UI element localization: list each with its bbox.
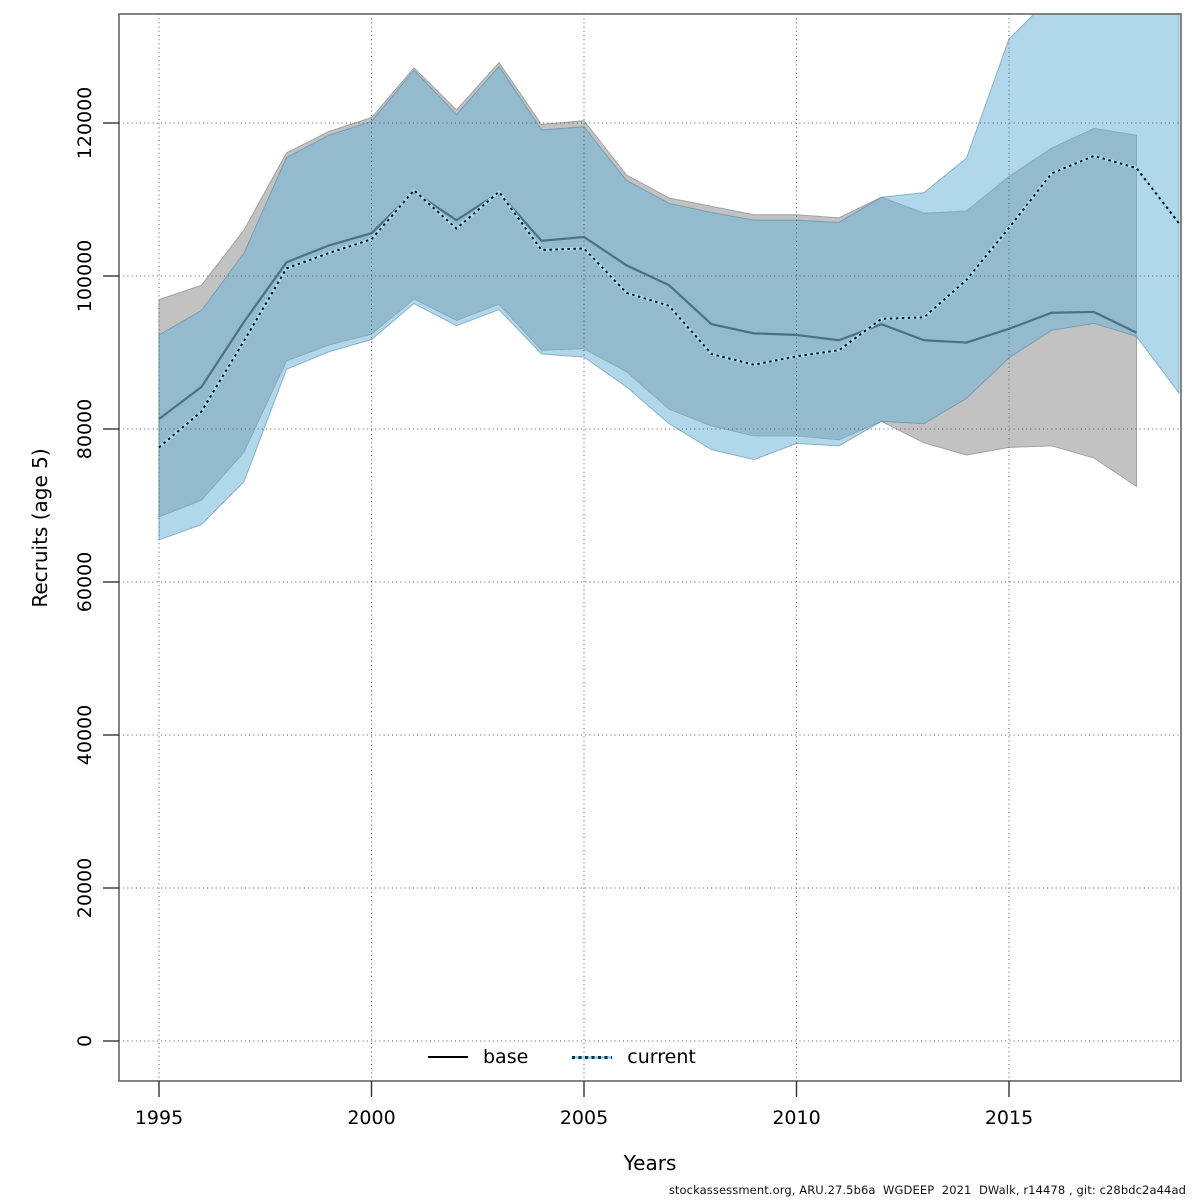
legend-label-current: current — [627, 1046, 696, 1068]
current-line — [158, 154, 1180, 449]
x-axis-title: Years — [623, 1151, 677, 1175]
x-tick-label: 2010 — [772, 1107, 820, 1129]
current-confidence-band — [158, 14, 1180, 541]
y-axis-title: Recruits (age 5) — [28, 448, 52, 608]
x-tick-label: 2000 — [347, 1107, 395, 1129]
legend-label-base: base — [483, 1046, 529, 1068]
x-tick-label: 2005 — [560, 1107, 608, 1129]
legend: base current — [428, 1044, 696, 1070]
x-tick-label: 1995 — [135, 1107, 183, 1129]
axis-ticks — [103, 122, 1010, 1097]
gridlines — [119, 14, 1181, 1081]
y-tick-label: 40000 — [74, 705, 96, 765]
x-tick-label: 2015 — [985, 1107, 1033, 1129]
plot-area — [158, 14, 1180, 541]
y-tick-label: 100000 — [74, 240, 96, 313]
y-tick-label: 20000 — [74, 858, 96, 918]
plot-border — [118, 13, 1182, 1082]
y-tick-label: 0 — [74, 1035, 96, 1047]
y-tick-label: 120000 — [74, 87, 96, 160]
base-line-swatch-icon — [428, 1055, 468, 1059]
footer-attribution: stockassessment.org, ARU.27.5b6a WGDEEP … — [668, 1183, 1186, 1197]
y-tick-label: 80000 — [74, 399, 96, 459]
y-tick-label: 60000 — [74, 552, 96, 612]
legend-item-current: current — [572, 1046, 696, 1068]
current-line-swatch-icon — [572, 1055, 613, 1059]
legend-item-base: base — [428, 1046, 528, 1068]
